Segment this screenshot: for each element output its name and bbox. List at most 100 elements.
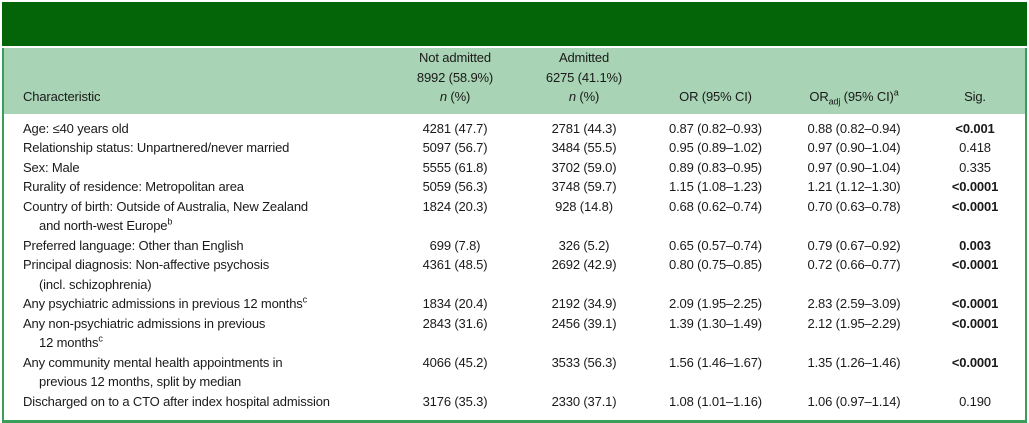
pct-label: (%) bbox=[446, 89, 471, 104]
label-line1: Preferred language: Other than English bbox=[23, 237, 244, 253]
admitted-header-line1: Admitted bbox=[558, 50, 610, 65]
or-adj-cell: 2.83 (2.59–3.09) bbox=[807, 296, 901, 311]
label-line1: Country of birth: Outside of Australia, … bbox=[23, 198, 308, 214]
sig-cell: <0.0001 bbox=[951, 257, 999, 272]
not-admitted-cell: 2843 (31.6) bbox=[422, 315, 488, 331]
admitted-cell: 3702 (59.0) bbox=[551, 159, 617, 175]
not-admitted-header-line1: Not admitted bbox=[419, 50, 491, 65]
sig-cell: 0.418 bbox=[959, 140, 991, 155]
characteristic-label: Rurality of residence: Metropolitan area bbox=[23, 177, 390, 197]
characteristic-cell: Discharged on to a CTO after index hospi… bbox=[4, 392, 390, 421]
characteristic-cell: Sex: Male bbox=[4, 158, 390, 178]
or-adj-cell: 0.97 (0.90–1.04) bbox=[807, 140, 901, 155]
table-body: Age: ≤40 years old 4281 (47.7) 2781 (44.… bbox=[4, 114, 1025, 421]
header-row: Characteristic Not admitted 8992 (58.9%)… bbox=[4, 48, 1025, 114]
label-line2-wrap: previous 12 months, split by median bbox=[23, 372, 390, 392]
or-cell: 1.39 (1.30–1.49) bbox=[668, 315, 762, 331]
label-line1: Discharged on to a CTO after index hospi… bbox=[23, 393, 330, 409]
table-row: Principal diagnosis: Non-affective psych… bbox=[4, 255, 1025, 294]
characteristic-label: Principal diagnosis: Non-affective psych… bbox=[23, 255, 390, 275]
not-admitted-cell: 5097 (56.7) bbox=[422, 140, 488, 155]
sig-cell: <0.0001 bbox=[951, 198, 999, 214]
sig-cell: <0.0001 bbox=[951, 179, 999, 194]
label-line1: Any community mental health appointments… bbox=[23, 354, 283, 370]
or-cell: 1.15 (1.08–1.23) bbox=[668, 179, 762, 194]
admitted-cell: 2781 (44.3) bbox=[551, 120, 617, 136]
table-row: Rurality of residence: Metropolitan area… bbox=[4, 177, 1025, 197]
label-line1: Any non-psychiatric admissions in previo… bbox=[23, 315, 266, 331]
admitted-n-pct-label: n (%) bbox=[520, 87, 648, 107]
or-adj-prefix: OR bbox=[809, 89, 829, 104]
or-cell: 0.68 (0.62–0.74) bbox=[668, 198, 762, 214]
or-adj-cell: 0.88 (0.82–0.94) bbox=[807, 120, 901, 136]
label-line2-wrap: and north-west Europeb bbox=[23, 216, 390, 236]
sig-cell: <0.0001 bbox=[951, 315, 999, 331]
or-cell: 0.95 (0.89–1.02) bbox=[668, 140, 762, 155]
characteristic-label: Discharged on to a CTO after index hospi… bbox=[23, 392, 390, 412]
admitted-cell: 326 (5.2) bbox=[558, 237, 610, 253]
sig-cell: <0.001 bbox=[955, 120, 995, 136]
characteristic-cell: Any psychiatric admissions in previous 1… bbox=[4, 294, 390, 314]
label-line1: Any psychiatric admissions in previous 1… bbox=[23, 296, 303, 311]
label-line2: 12 months bbox=[39, 335, 99, 350]
or-header: OR (95% CI) bbox=[648, 48, 783, 114]
not-admitted-cell: 1824 (20.3) bbox=[422, 198, 488, 214]
table-row: Any non-psychiatric admissions in previo… bbox=[4, 314, 1025, 353]
sig-cell: <0.0001 bbox=[951, 296, 999, 311]
label-line2: previous 12 months, split by median bbox=[39, 374, 242, 389]
label-line1: Rurality of residence: Metropolitan area bbox=[23, 179, 244, 194]
characteristic-label: Country of birth: Outside of Australia, … bbox=[23, 197, 390, 217]
table-header: Characteristic Not admitted 8992 (58.9%)… bbox=[4, 48, 1025, 114]
not-admitted-cell: 5059 (56.3) bbox=[422, 179, 488, 194]
characteristic-cell: Principal diagnosis: Non-affective psych… bbox=[4, 255, 390, 294]
table-row: Preferred language: Other than English 6… bbox=[4, 236, 1025, 256]
or-adj-cell: 2.12 (1.95–2.29) bbox=[807, 315, 901, 331]
or-adj-cell: 1.35 (1.26–1.46) bbox=[807, 354, 901, 370]
characteristic-label: Any non-psychiatric admissions in previo… bbox=[23, 314, 390, 334]
or-cell: 0.65 (0.57–0.74) bbox=[668, 237, 762, 253]
or-cell: 0.80 (0.75–0.85) bbox=[668, 257, 762, 272]
or-cell: 0.87 (0.82–0.93) bbox=[668, 120, 762, 136]
admitted-header-count: 6275 (41.1%) bbox=[545, 69, 623, 85]
admitted-cell: 3484 (55.5) bbox=[551, 140, 617, 155]
table-row: Country of birth: Outside of Australia, … bbox=[4, 197, 1025, 236]
or-header-label: OR (95% CI) bbox=[679, 89, 752, 104]
admitted-cell: 2330 (37.1) bbox=[551, 393, 617, 409]
or-adj-suffix: (95% CI) bbox=[840, 89, 894, 104]
admitted-cell: 2692 (42.9) bbox=[551, 257, 617, 272]
or-adj-cell: 0.97 (0.90–1.04) bbox=[807, 159, 901, 175]
or-cell: 1.56 (1.46–1.67) bbox=[668, 354, 762, 370]
characteristic-header: Characteristic bbox=[23, 89, 101, 104]
label-line1: Principal diagnosis: Non-affective psych… bbox=[23, 257, 270, 272]
admitted-cell: 2456 (39.1) bbox=[551, 315, 617, 331]
characteristic-label: Any psychiatric admissions in previous 1… bbox=[23, 294, 390, 314]
not-admitted-cell: 3176 (35.3) bbox=[422, 393, 488, 409]
admitted-cell: 3748 (59.7) bbox=[551, 179, 617, 194]
characteristic-label: Relationship status: Unpartnered/never m… bbox=[23, 138, 390, 158]
or-cell: 1.08 (1.01–1.16) bbox=[668, 393, 762, 409]
or-adj-cell: 1.06 (0.97–1.14) bbox=[807, 393, 901, 409]
admitted-cell: 2192 (34.9) bbox=[551, 296, 617, 311]
not-admitted-header-count: 8992 (58.9%) bbox=[416, 69, 494, 85]
characteristics-table: Characteristic Not admitted 8992 (58.9%)… bbox=[4, 48, 1025, 420]
statistics-table: Characteristic Not admitted 8992 (58.9%)… bbox=[2, 48, 1027, 423]
sig-cell: 0.190 bbox=[959, 393, 991, 409]
or-adj-cell: 0.72 (0.66–0.77) bbox=[807, 257, 901, 272]
admitted-header: Admitted 6275 (41.1%) n (%) bbox=[520, 48, 648, 114]
label-line2: and north-west Europe bbox=[39, 218, 168, 233]
characteristic-cell: Rurality of residence: Metropolitan area bbox=[4, 177, 390, 197]
not-admitted-cell: 699 (7.8) bbox=[429, 237, 481, 253]
characteristic-cell: Preferred language: Other than English bbox=[4, 236, 390, 256]
characteristic-label: Any community mental health appointments… bbox=[23, 353, 390, 373]
characteristic-cell: Any non-psychiatric admissions in previo… bbox=[4, 314, 390, 353]
not-admitted-header: Not admitted 8992 (58.9%) n (%) bbox=[390, 48, 520, 114]
table-row: Any community mental health appointments… bbox=[4, 353, 1025, 392]
or-cell: 0.89 (0.83–0.95) bbox=[668, 159, 762, 175]
label-line2-wrap: (incl. schizophrenia) bbox=[23, 275, 390, 295]
or-adj-subscript: adj bbox=[828, 96, 841, 107]
or-adj-cell: 0.70 (0.63–0.78) bbox=[807, 198, 901, 214]
n-label: n bbox=[568, 89, 576, 104]
table-title-bar bbox=[2, 2, 1027, 46]
characteristic-cell: Age: ≤40 years old bbox=[4, 114, 390, 139]
label-line2-wrap: 12 monthsc bbox=[23, 333, 390, 353]
